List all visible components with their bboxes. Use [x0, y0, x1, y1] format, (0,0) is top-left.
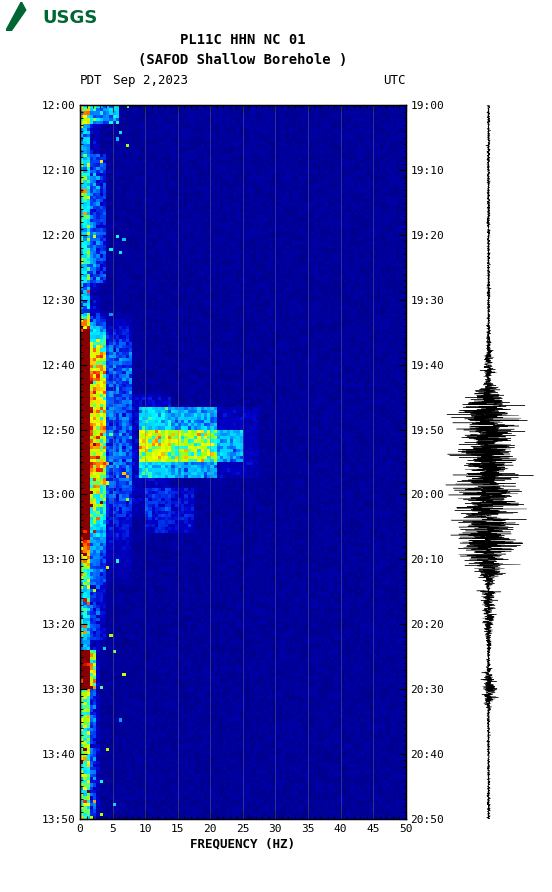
- Text: USGS: USGS: [43, 9, 98, 27]
- Text: Sep 2,2023: Sep 2,2023: [113, 74, 188, 87]
- Text: PL11C HHN NC 01: PL11C HHN NC 01: [180, 33, 306, 47]
- Polygon shape: [6, 2, 37, 31]
- Polygon shape: [13, 11, 41, 31]
- Text: (SAFOD Shallow Borehole ): (SAFOD Shallow Borehole ): [138, 53, 348, 67]
- Text: PDT: PDT: [80, 74, 103, 87]
- X-axis label: FREQUENCY (HZ): FREQUENCY (HZ): [190, 838, 295, 851]
- Text: UTC: UTC: [383, 74, 406, 87]
